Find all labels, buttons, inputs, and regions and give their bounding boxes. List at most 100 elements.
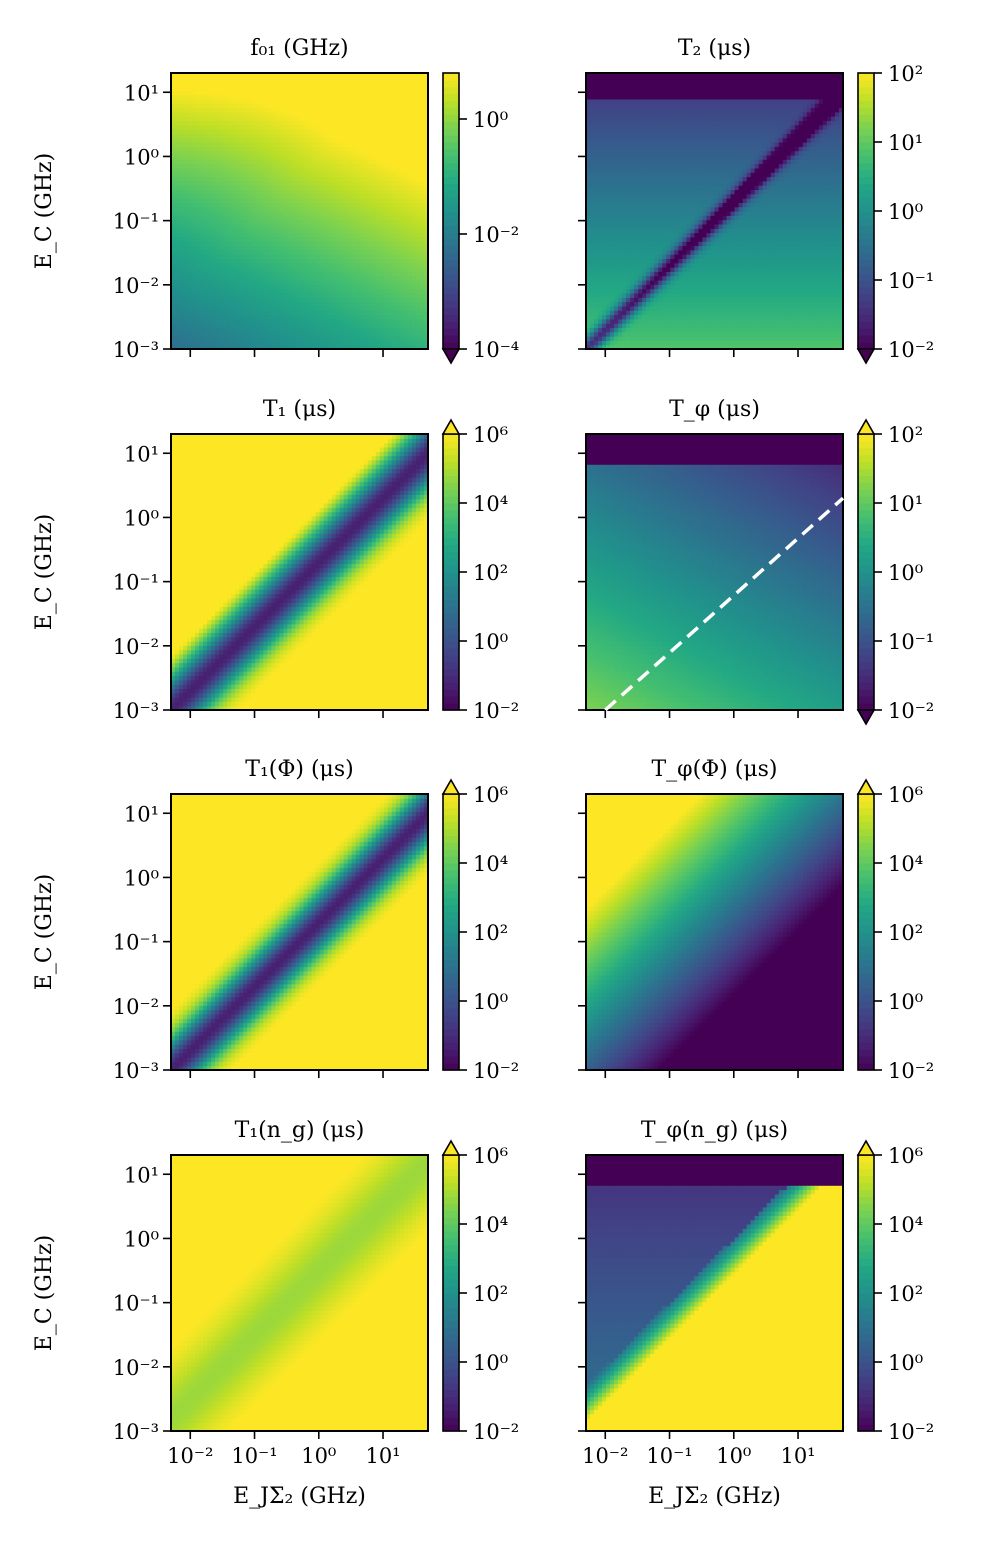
heatmap-cell bbox=[395, 206, 401, 212]
heatmap-cell bbox=[383, 232, 389, 238]
heatmap-cell bbox=[626, 254, 631, 260]
heatmap-cell bbox=[239, 254, 244, 260]
heatmap-cell bbox=[291, 331, 297, 337]
heatmap-cell bbox=[263, 262, 268, 268]
heatmap-cell bbox=[207, 318, 212, 324]
heatmap-cell bbox=[415, 258, 421, 264]
heatmap-cell bbox=[175, 223, 180, 229]
heatmap-cell bbox=[247, 219, 252, 225]
heatmap-cell bbox=[614, 94, 619, 100]
heatmap-cell bbox=[343, 318, 349, 324]
heatmap-cell bbox=[626, 258, 631, 264]
heatmap-cell bbox=[175, 323, 180, 329]
heatmap-cell bbox=[395, 297, 401, 303]
heatmap-cell bbox=[614, 198, 619, 203]
heatmap-cell bbox=[343, 331, 349, 337]
heatmap-cell bbox=[299, 124, 305, 130]
heatmap-cell bbox=[618, 137, 623, 143]
heatmap-cell bbox=[419, 211, 425, 216]
heatmap-cell bbox=[315, 284, 321, 290]
heatmap-cell bbox=[375, 98, 381, 104]
heatmap-cell bbox=[327, 202, 333, 208]
heatmap-cell bbox=[251, 150, 256, 156]
heatmap-cell bbox=[259, 116, 264, 122]
heatmap-cell bbox=[311, 314, 317, 320]
heatmap-cell bbox=[387, 120, 393, 126]
heatmap-cell bbox=[247, 124, 252, 130]
heatmap-cell bbox=[171, 305, 176, 311]
heatmap-cell bbox=[299, 193, 305, 199]
heatmap-cell bbox=[610, 331, 615, 337]
heatmap-cell bbox=[303, 301, 309, 307]
heatmap-cell bbox=[271, 73, 277, 78]
heatmap-cell bbox=[407, 90, 413, 96]
heatmap-cell bbox=[319, 327, 325, 333]
heatmap-cell bbox=[610, 215, 615, 221]
heatmap-cell bbox=[598, 193, 603, 199]
heatmap-cell bbox=[355, 305, 361, 311]
heatmap-cell bbox=[275, 245, 281, 251]
heatmap-cell bbox=[239, 202, 244, 208]
heatmap-cell bbox=[195, 340, 200, 346]
heatmap-cell bbox=[327, 150, 333, 156]
heatmap-cell bbox=[371, 206, 377, 212]
heatmap-cell bbox=[375, 288, 381, 294]
heatmap-cell bbox=[375, 262, 381, 268]
heatmap-cell bbox=[351, 189, 357, 195]
heatmap-cell bbox=[243, 163, 248, 169]
heatmap-cell bbox=[630, 189, 635, 195]
heatmap-cell bbox=[207, 180, 212, 186]
heatmap-cell bbox=[187, 146, 192, 152]
heatmap-cell bbox=[207, 142, 212, 147]
heatmap-cell bbox=[255, 176, 260, 182]
heatmap-cell bbox=[187, 314, 192, 320]
heatmap-cell bbox=[247, 280, 252, 285]
heatmap-cell bbox=[331, 327, 337, 333]
heatmap-cell bbox=[407, 159, 413, 165]
heatmap-cell bbox=[275, 133, 281, 139]
heatmap-cell bbox=[275, 284, 281, 290]
heatmap-cell bbox=[327, 323, 333, 329]
heatmap-cell bbox=[319, 249, 325, 255]
heatmap-cell bbox=[191, 98, 196, 104]
heatmap-cell bbox=[606, 215, 611, 221]
heatmap-cell bbox=[263, 340, 268, 346]
heatmap-cell bbox=[227, 336, 232, 341]
heatmap-cell bbox=[371, 318, 377, 324]
heatmap-cell bbox=[175, 271, 180, 277]
heatmap-cell bbox=[271, 189, 277, 195]
heatmap-cell bbox=[179, 185, 184, 191]
heatmap-cell bbox=[183, 146, 188, 152]
heatmap-cell bbox=[383, 249, 389, 255]
heatmap-cell bbox=[419, 189, 425, 195]
heatmap-cell bbox=[606, 198, 611, 203]
heatmap-cell bbox=[630, 172, 635, 178]
heatmap-cell bbox=[614, 249, 619, 255]
heatmap-cell bbox=[215, 236, 220, 242]
heatmap-cell bbox=[199, 280, 204, 285]
heatmap-cell bbox=[395, 305, 401, 311]
heatmap-cell bbox=[255, 211, 260, 216]
heatmap-cell bbox=[602, 267, 607, 272]
heatmap-cell bbox=[247, 223, 252, 229]
heatmap-cell bbox=[598, 120, 603, 126]
heatmap-cell bbox=[355, 129, 361, 134]
heatmap-cell bbox=[399, 103, 405, 109]
heatmap-cell bbox=[630, 223, 635, 229]
heatmap-cell bbox=[375, 198, 381, 203]
heatmap-cell bbox=[626, 292, 631, 298]
heatmap-cell bbox=[323, 137, 329, 143]
heatmap-cell bbox=[586, 262, 591, 268]
heatmap-cell bbox=[271, 301, 277, 307]
heatmap-cell bbox=[387, 297, 393, 303]
heatmap-cell bbox=[610, 159, 615, 165]
heatmap-cell bbox=[387, 94, 393, 100]
heatmap-cell bbox=[586, 198, 591, 203]
heatmap-cell bbox=[343, 327, 349, 333]
heatmap-cell bbox=[614, 211, 619, 216]
heatmap-cell bbox=[355, 81, 361, 87]
heatmap-cell bbox=[359, 262, 365, 268]
heatmap-cell bbox=[395, 236, 401, 242]
heatmap-cell bbox=[251, 176, 256, 182]
heatmap-cell bbox=[626, 107, 631, 113]
